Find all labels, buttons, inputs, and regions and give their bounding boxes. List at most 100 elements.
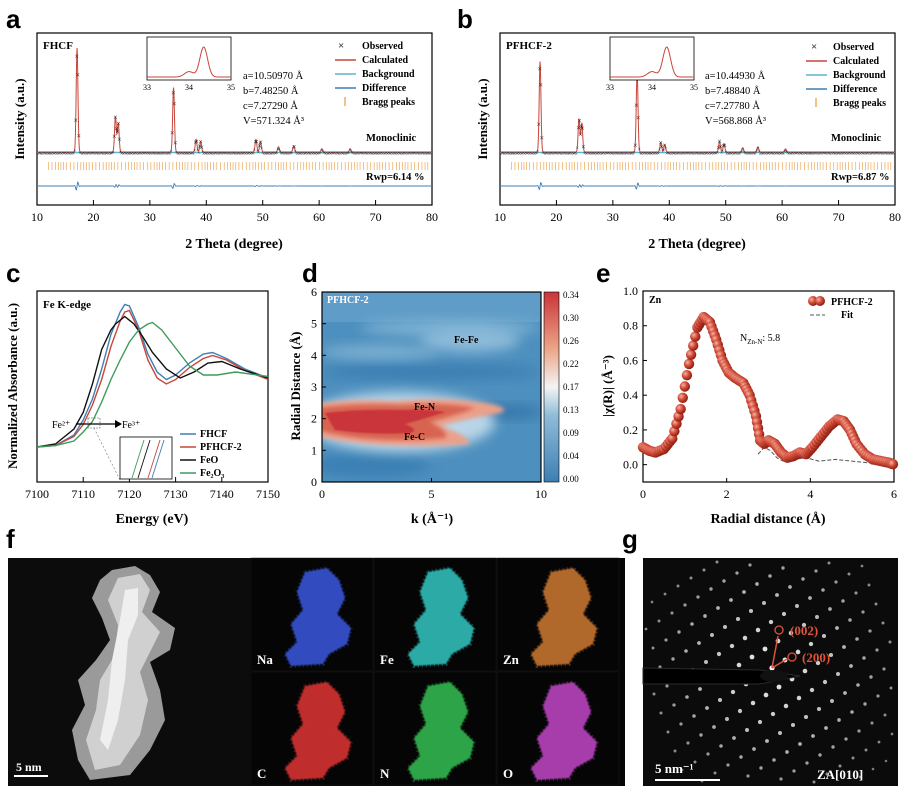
observed-point: × [705, 152, 708, 157]
observed-point: × [877, 152, 880, 157]
observed-point: × [734, 152, 737, 157]
observed-point: × [586, 152, 589, 157]
observed-point: × [92, 152, 95, 157]
observed-point: × [884, 152, 887, 157]
observed-point: × [524, 151, 527, 156]
observed-point: × [127, 153, 130, 158]
y-tick-label: 0.0 [623, 458, 638, 472]
observed-point: × [774, 153, 777, 158]
vector-002-icon [771, 635, 779, 669]
observed-point: × [136, 151, 139, 156]
observed-point: × [795, 152, 798, 157]
x-tick-label: 20 [550, 210, 562, 224]
observed-point: × [711, 152, 714, 157]
observed-point: × [502, 152, 505, 157]
observed-point: × [150, 153, 153, 158]
observed-point: × [640, 152, 643, 157]
observed-point: × [98, 151, 101, 156]
plot-frame [499, 32, 896, 206]
observed-point: × [374, 152, 377, 157]
observed-point: × [82, 152, 85, 157]
lattice-b: b=7.48840 Å [705, 85, 761, 97]
diffraction-spot [692, 714, 696, 718]
observed-point: × [67, 152, 70, 157]
observed-point: × [414, 152, 417, 157]
x-tick-label: 7110 [71, 487, 95, 501]
observed-point: × [394, 152, 397, 157]
xrd-plot-area: ××××××××××××××××××××××××××××××××××××××××… [37, 47, 433, 191]
observed-point: × [139, 152, 142, 157]
diffraction-spot [857, 729, 861, 733]
observed-point: × [299, 152, 302, 157]
observed-point: × [74, 52, 79, 61]
diffraction-spot [855, 637, 859, 641]
observed-point: × [539, 134, 544, 143]
observed-point: × [180, 152, 183, 157]
observed-point: × [857, 152, 860, 157]
diffraction-spot [726, 763, 730, 767]
observed-point: × [333, 152, 336, 157]
observed-point: × [574, 152, 577, 157]
observed-point: × [412, 152, 415, 157]
observed-point: × [157, 152, 160, 157]
x-tick-label: 10 [535, 487, 547, 501]
observed-point: × [583, 152, 586, 157]
colorbar-tick-label: 0.17 [563, 382, 579, 392]
observed-point: × [348, 151, 351, 156]
y-axis-label: Radial Distance (Å) [288, 331, 303, 440]
observed-point: × [405, 151, 408, 156]
observed-point: × [187, 153, 190, 158]
legend-observed: Observed [362, 41, 404, 52]
observed-point: × [173, 139, 178, 148]
observed-point: × [424, 151, 427, 156]
observed-point: × [279, 152, 282, 157]
observed-point: × [237, 152, 240, 157]
observed-point: × [165, 151, 168, 156]
x-tick-label: 10 [494, 210, 506, 224]
diffraction-spot [703, 614, 707, 618]
haadf-image: 5 nm [8, 558, 250, 786]
data-point [688, 340, 699, 351]
observed-point: × [310, 151, 313, 156]
diffraction-spot [710, 633, 714, 637]
observed-point: × [205, 152, 208, 157]
observed-point: × [108, 151, 111, 156]
observed-point: × [262, 152, 265, 157]
observed-point: × [355, 152, 358, 157]
observed-point: × [653, 152, 656, 157]
diffraction-spot [809, 687, 815, 693]
lattice-params: a=10.50970 Å b=7.48250 Å c=7.27290 Å V=5… [243, 70, 304, 127]
observed-point: × [275, 151, 278, 156]
observed-point: × [416, 152, 419, 157]
observed-point: × [573, 152, 576, 157]
observed-point: × [408, 152, 411, 157]
diffraction-spot [779, 777, 783, 781]
observed-point: × [345, 152, 348, 157]
observed-point: × [360, 152, 363, 157]
observed-point: × [852, 152, 855, 157]
observed-point: × [64, 151, 67, 156]
diffraction-spot [851, 756, 855, 760]
diffraction-spot [749, 654, 755, 660]
observed-point: × [221, 153, 224, 158]
diffraction-spot [811, 734, 815, 738]
x-axis-label: k (Å⁻¹) [411, 511, 454, 527]
observed-point: × [300, 152, 303, 157]
observed-point: × [676, 152, 679, 157]
observed-point: × [688, 152, 691, 157]
observed-point: × [289, 152, 292, 157]
observed-point: × [826, 153, 829, 158]
observed-point: × [253, 148, 256, 153]
y-tick-label: 0.4 [623, 388, 638, 402]
diffraction-spot [802, 668, 808, 674]
observed-point: × [710, 152, 713, 157]
observed-point: × [134, 152, 137, 157]
observed-point: × [800, 152, 803, 157]
difference-line [500, 181, 895, 191]
observed-point: × [244, 153, 247, 158]
inset: 33 34 35 [606, 36, 698, 92]
plot-frame [36, 32, 433, 206]
observed-point: × [527, 151, 530, 156]
legend: FHCF PFHCF-2 FeO Fe₂O₃ [180, 429, 242, 479]
observed-point: × [242, 152, 245, 157]
